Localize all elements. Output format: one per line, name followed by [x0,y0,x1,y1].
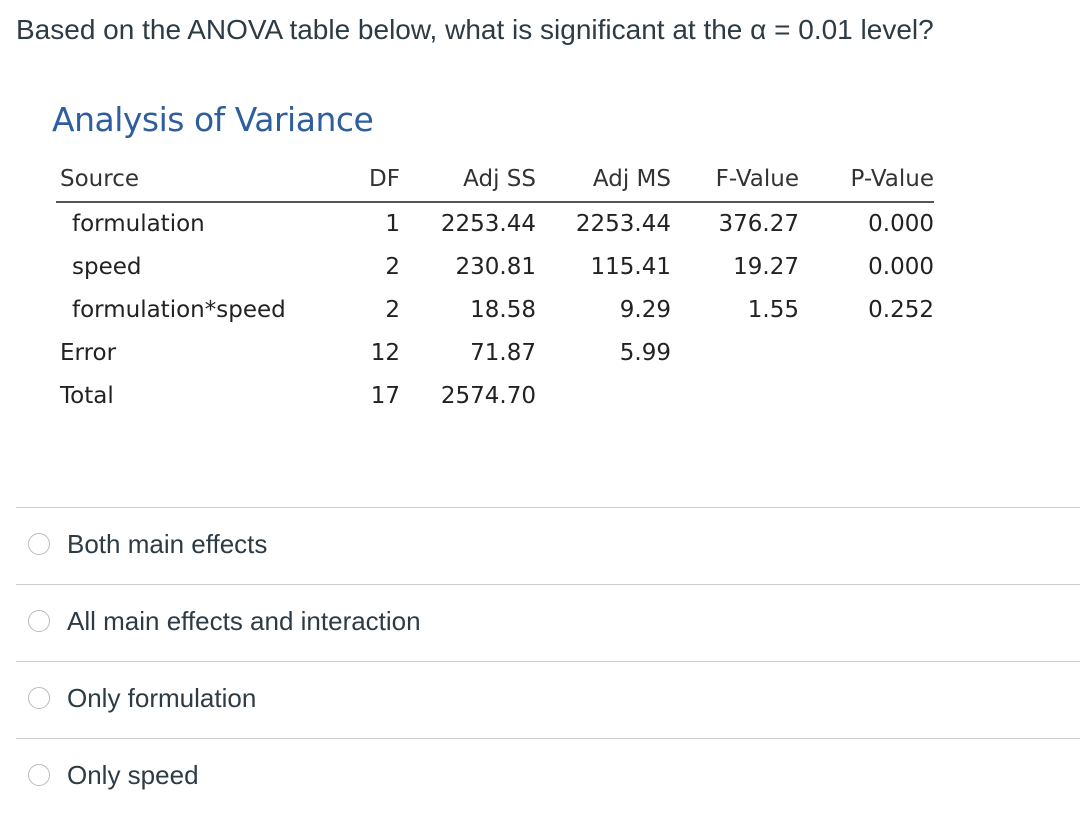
anova-header-row: Source DF Adj SS Adj MS F-Value P-Value [56,164,938,203]
anova-row-total: Total 17 2574.70 [56,379,938,422]
answer-label[interactable]: Both main effects [67,529,268,559]
df-cell: 12 [370,340,400,366]
header-p-value: P-Value [850,166,934,192]
anova-row-error: Error 12 71.87 5.99 [56,336,938,379]
p-value-cell: 0.000 [868,254,934,280]
answer-label[interactable]: Only formulation [67,683,257,713]
header-source: Source [60,166,139,192]
radio-button[interactable] [28,687,50,709]
adj-ms-cell: 2253.44 [575,211,671,237]
anova-row-interaction: formulation*speed 2 18.58 9.29 1.55 0.25… [56,293,938,336]
adj-ss-cell: 71.87 [470,340,536,366]
answer-label[interactable]: Only speed [67,760,199,790]
anova-row-formulation: formulation 1 2253.44 2253.44 376.27 0.0… [56,207,938,250]
source-cell: formulation [72,211,205,237]
adj-ms-cell: 9.29 [619,297,671,323]
source-cell: formulation*speed [72,297,286,323]
source-cell: Error [60,340,117,366]
answer-label[interactable]: All main effects and interaction [67,606,421,636]
anova-table-title: Analysis of Variance [52,100,374,139]
source-cell: speed [72,254,142,280]
f-value-cell: 19.27 [733,254,799,280]
adj-ms-cell: 115.41 [590,254,671,280]
adj-ms-cell: 5.99 [619,340,671,366]
adj-ss-cell: 18.58 [470,297,536,323]
radio-button[interactable] [28,533,50,555]
header-divider [56,201,934,203]
adj-ss-cell: 230.81 [455,254,536,280]
adj-ss-cell: 2253.44 [440,211,536,237]
f-value-cell: 376.27 [718,211,799,237]
adj-ss-cell: 2574.70 [440,383,536,409]
p-value-cell: 0.000 [868,211,934,237]
header-f-value: F-Value [715,166,799,192]
answer-option[interactable]: All main effects and interaction [16,584,1080,661]
radio-button[interactable] [28,610,50,632]
df-cell: 17 [370,383,400,409]
answer-option[interactable]: Only speed [16,738,1080,815]
p-value-cell: 0.252 [868,297,934,323]
answer-option[interactable]: Only formulation [16,661,1080,738]
radio-button[interactable] [28,764,50,786]
header-adj-ss: Adj SS [463,166,536,192]
answer-choices: Both main effects All main effects and i… [16,507,1080,815]
source-cell: Total [60,383,114,409]
header-adj-ms: Adj MS [592,166,671,192]
answer-option[interactable]: Both main effects [16,507,1080,584]
anova-row-speed: speed 2 230.81 115.41 19.27 0.000 [56,250,938,293]
df-cell: 2 [385,297,400,323]
anova-table: Source DF Adj SS Adj MS F-Value P-Value … [56,164,938,417]
df-cell: 2 [385,254,400,280]
question-text: Based on the ANOVA table below, what is … [16,14,934,45]
df-cell: 1 [385,211,400,237]
f-value-cell: 1.55 [747,297,799,323]
header-df: DF [369,166,400,192]
